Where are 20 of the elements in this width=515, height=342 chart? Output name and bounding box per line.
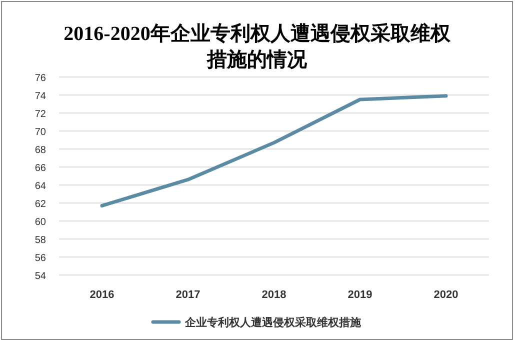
legend-label: 企业专利权人遭遇侵权采取维权措施 bbox=[184, 316, 362, 329]
y-tick-label: 72 bbox=[34, 109, 46, 120]
y-tick-label: 76 bbox=[34, 73, 46, 84]
y-tick-label: 56 bbox=[34, 253, 46, 264]
x-tick-label: 2019 bbox=[348, 289, 372, 301]
y-tick-label: 74 bbox=[34, 91, 46, 102]
y-tick-label: 62 bbox=[34, 199, 46, 210]
y-tick-label: 64 bbox=[34, 181, 46, 192]
y-tick-label: 66 bbox=[34, 163, 46, 174]
line-series bbox=[100, 94, 448, 208]
y-tick-label: 60 bbox=[34, 217, 46, 228]
y-tick-label: 58 bbox=[34, 235, 46, 246]
x-tick-label: 2017 bbox=[176, 289, 200, 301]
y-tick-label: 68 bbox=[34, 145, 46, 156]
x-tick-label: 2016 bbox=[90, 289, 114, 301]
title: 2016-2020年企业专利权人遭遇侵权采取维权措施的情况 bbox=[64, 23, 450, 71]
y-tick-label: 70 bbox=[34, 127, 46, 138]
x-tick-label: 2020 bbox=[434, 289, 458, 301]
y-tick-label: 54 bbox=[34, 271, 46, 282]
x-tick-label: 2018 bbox=[262, 289, 286, 301]
